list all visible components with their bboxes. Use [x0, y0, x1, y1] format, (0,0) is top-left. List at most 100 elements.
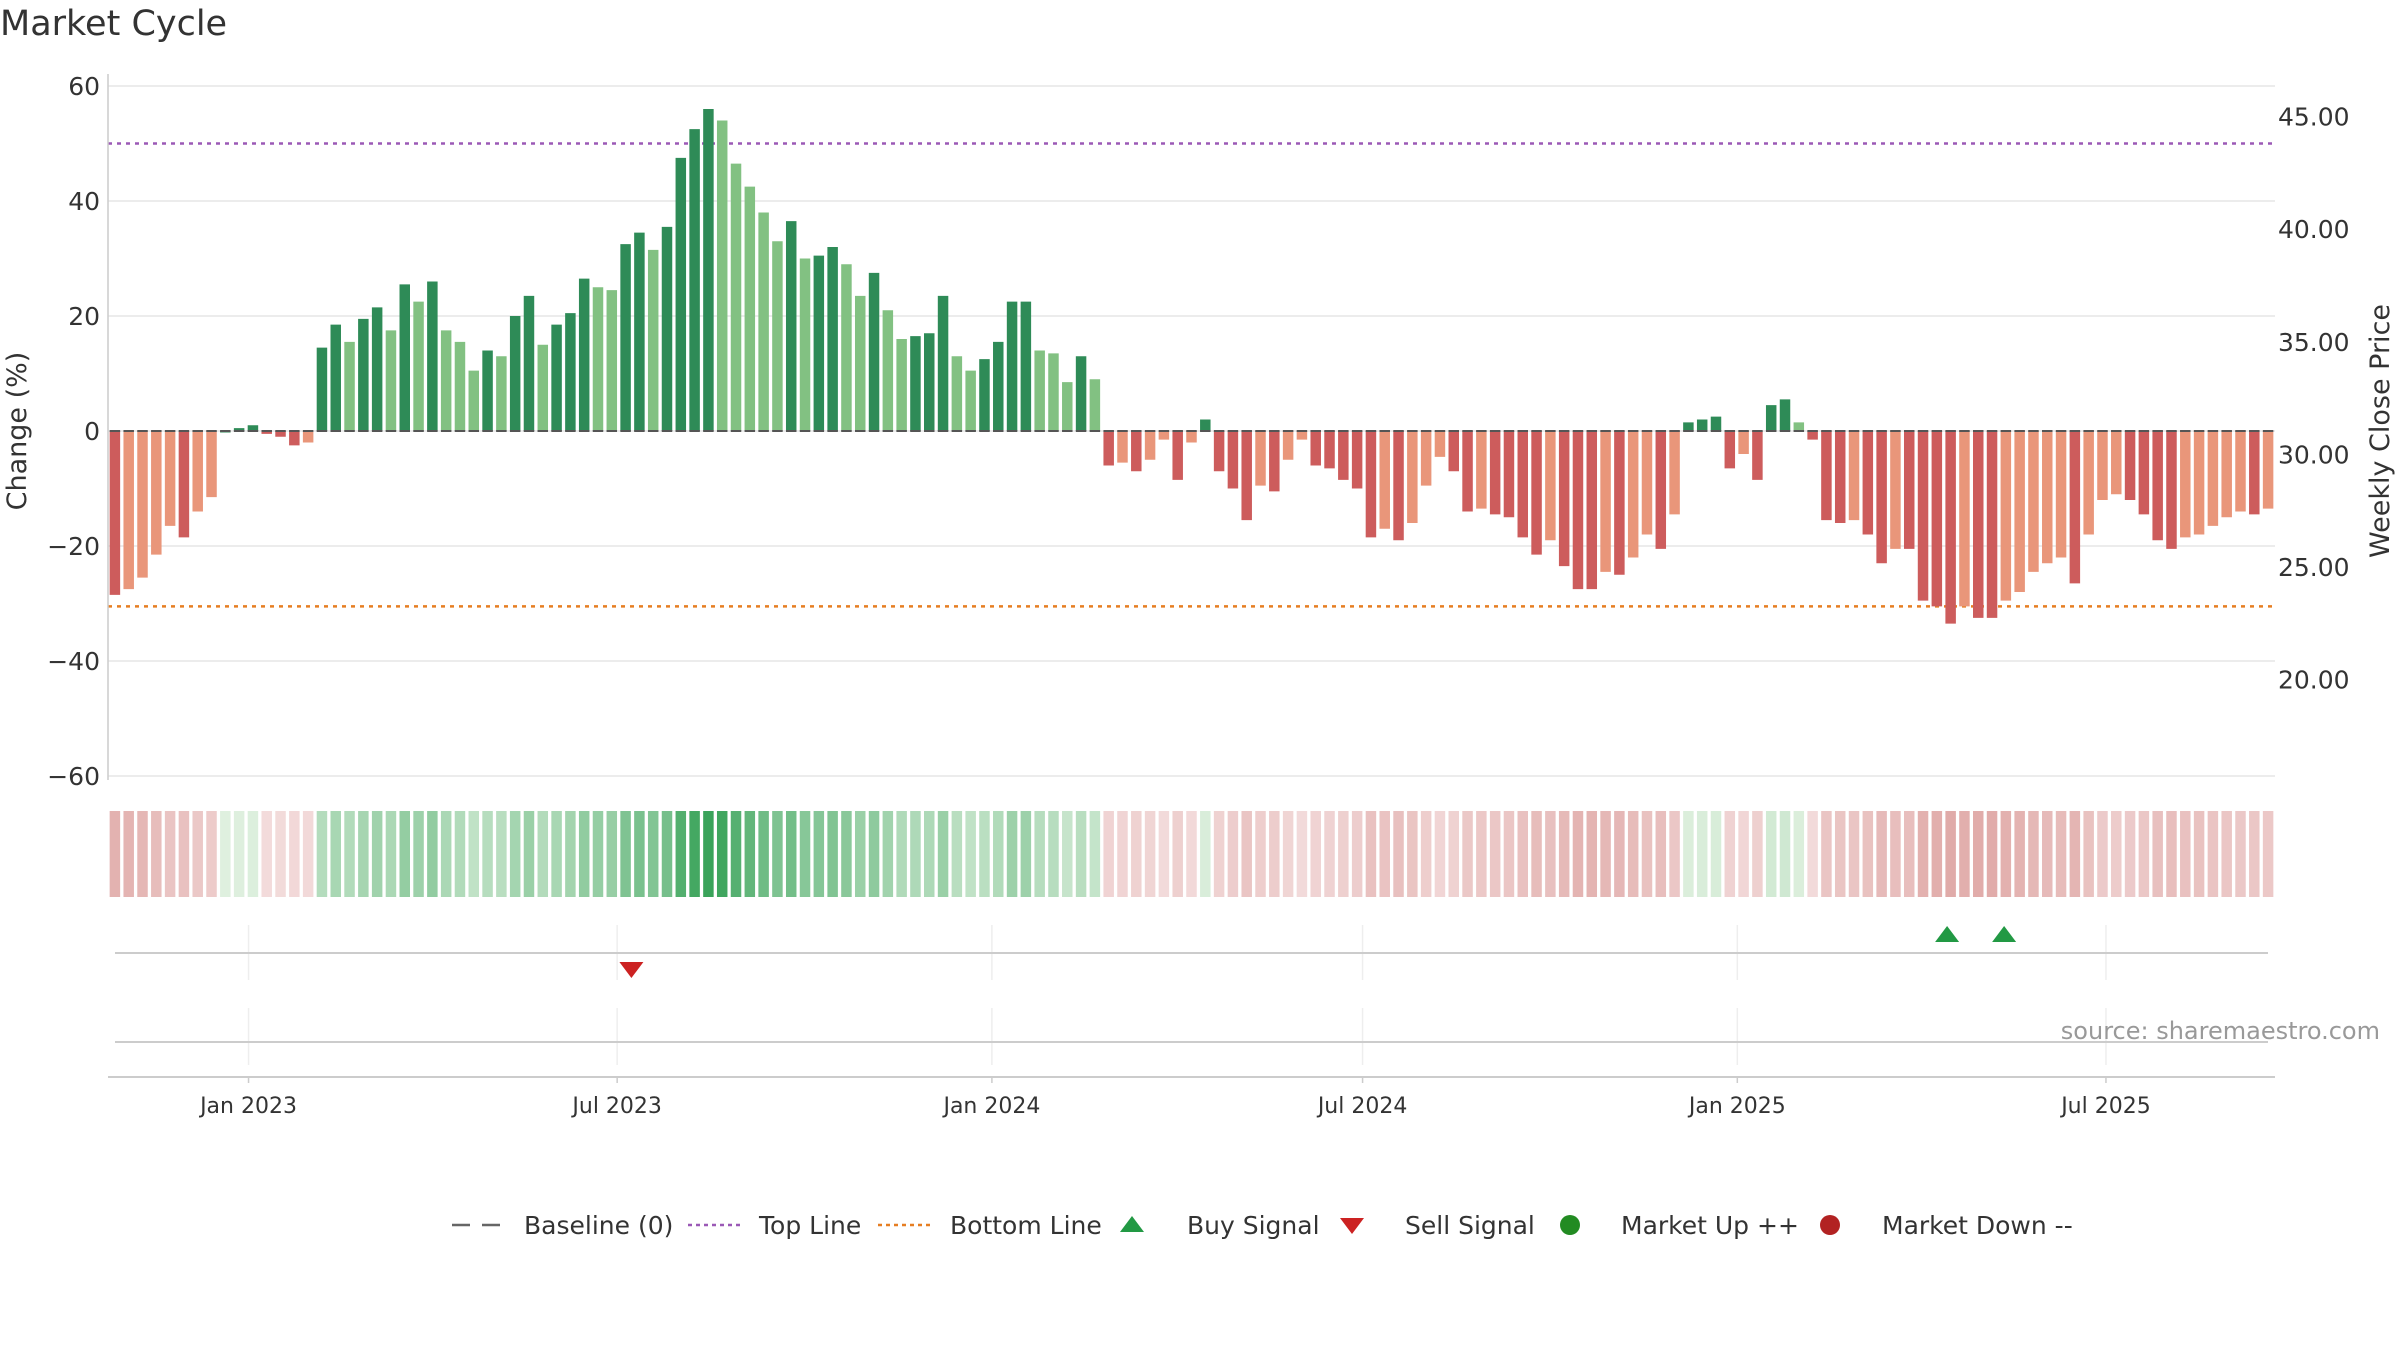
bar: [606, 290, 618, 431]
bar: [841, 264, 852, 431]
bar: [647, 249, 659, 431]
heat-cell: [1517, 811, 1529, 897]
bar: [1779, 399, 1791, 431]
heat-cell: [1172, 811, 1183, 897]
bar: [758, 212, 769, 431]
heat-cell: [1158, 811, 1170, 897]
bar: [1683, 422, 1694, 431]
bar: [1821, 431, 1832, 521]
y-tick-left: 60: [68, 72, 100, 101]
bar: [289, 431, 300, 446]
heat-cell: [1986, 811, 1998, 897]
heat-cell: [2207, 811, 2219, 897]
bar: [1213, 431, 1225, 472]
heat-cell: [523, 811, 535, 897]
bar: [1696, 419, 1708, 431]
reference-lines: [108, 142, 2275, 608]
heat-cell: [1103, 811, 1114, 897]
bar: [413, 301, 424, 431]
legend-up-label: Market Up ++: [1621, 1211, 1799, 1240]
legend-item-down: Market Down --: [1820, 1211, 2073, 1240]
bar: [2207, 431, 2219, 526]
bar: [1407, 431, 1418, 523]
bar: [1103, 431, 1114, 466]
heat-cell: [1186, 811, 1197, 897]
bar: [1075, 356, 1087, 431]
bar: [1434, 431, 1446, 457]
bar: [344, 341, 355, 431]
bar: [1227, 431, 1239, 489]
legend-item-buy: Buy Signal: [1120, 1211, 1320, 1240]
bar: [1973, 431, 1984, 618]
heat-cell: [827, 811, 838, 897]
bar: [2152, 431, 2163, 541]
bar: [1282, 431, 1294, 460]
heat-cell: [1089, 811, 1101, 897]
bar: [979, 359, 990, 431]
bar: [454, 341, 466, 431]
heat-cell: [1324, 811, 1335, 897]
bar: [302, 431, 314, 443]
heat-cell: [440, 811, 452, 897]
heat-cell: [882, 811, 894, 897]
y-tick-right: 45.00: [2278, 103, 2350, 132]
heat-cell: [164, 811, 176, 897]
bar: [551, 324, 562, 431]
y-tick-right: 30.00: [2278, 440, 2350, 469]
bar: [468, 370, 480, 431]
bar: [1034, 350, 1045, 431]
heat-cell: [689, 811, 700, 897]
heat-cell: [454, 811, 466, 897]
sell-signal-marker: [619, 962, 644, 978]
heat-cell: [1310, 811, 1321, 897]
bar: [882, 310, 894, 431]
heat-cell: [1917, 811, 1929, 897]
bar: [1531, 431, 1542, 555]
heat-cell: [1462, 811, 1473, 897]
bar: [661, 226, 673, 431]
bar: [924, 333, 935, 431]
y-axis-right-label: Weekly Close Price: [2365, 304, 2396, 558]
bar: [1655, 431, 1667, 549]
heat-cell: [316, 811, 328, 897]
heat-cell: [233, 811, 245, 897]
bar: [578, 278, 590, 431]
heat-cell: [2042, 811, 2053, 897]
heat-cell: [1420, 811, 1432, 897]
heat-cell: [302, 811, 314, 897]
heat-cell: [1062, 811, 1073, 897]
bar: [2249, 431, 2260, 515]
heat-cell: [1296, 811, 1308, 897]
heat-cell: [758, 811, 769, 897]
heat-cell: [1434, 811, 1446, 897]
signal-panels: [115, 925, 2268, 1065]
bar: [1931, 431, 1943, 607]
bar: [1296, 431, 1308, 440]
bar: [634, 232, 645, 431]
bar: [1255, 431, 1266, 486]
y-tick-left: −20: [47, 532, 100, 561]
heat-cell: [1379, 811, 1390, 897]
heat-cell: [1752, 811, 1763, 897]
bar: [744, 186, 756, 431]
heat-cell: [2249, 811, 2260, 897]
bar: [178, 431, 190, 538]
heat-cell: [661, 811, 673, 897]
bar: [1462, 431, 1473, 512]
heat-cell: [772, 811, 783, 897]
bar: [261, 431, 272, 434]
bar: [2055, 431, 2067, 558]
bar: [2000, 431, 2012, 601]
bar: [1062, 382, 1073, 431]
bar: [1641, 431, 1653, 535]
heat-cell: [2083, 811, 2094, 897]
heat-cell: [1545, 811, 1556, 897]
bar: [1351, 431, 1363, 489]
bar: [2124, 431, 2136, 500]
bar: [1144, 431, 1156, 460]
heat-cell: [1641, 811, 1653, 897]
heat-cell: [565, 811, 576, 897]
bar: [2138, 431, 2150, 515]
bar: [1338, 431, 1349, 480]
heat-cell: [537, 811, 549, 897]
